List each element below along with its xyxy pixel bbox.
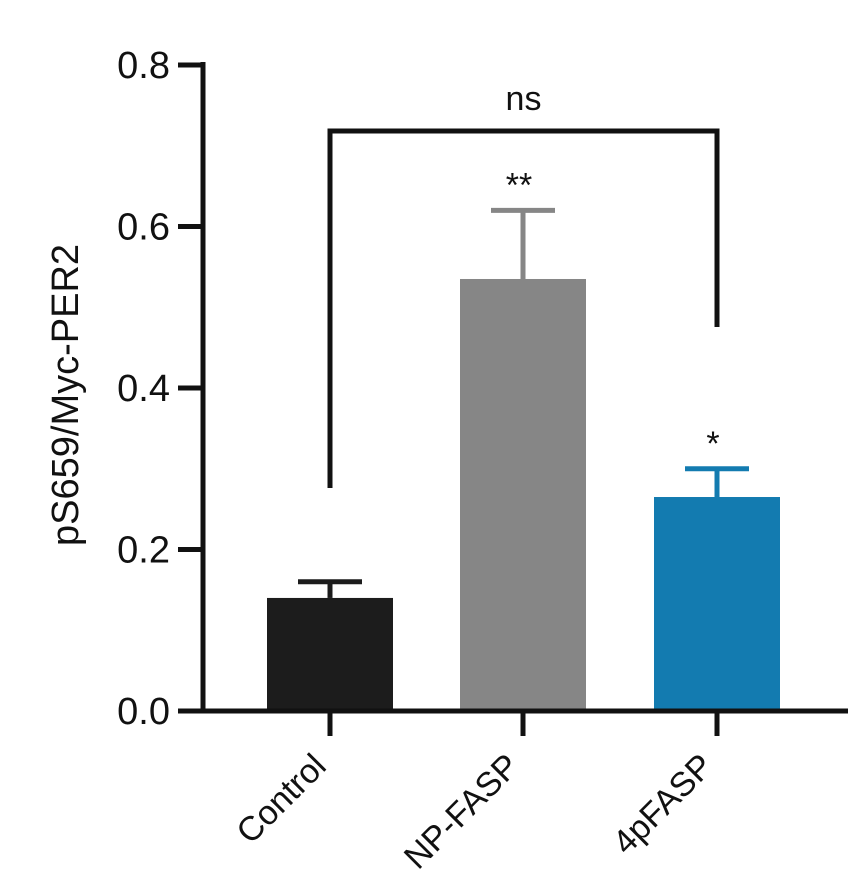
significance-label: * [706,425,719,463]
x-ticks-group: Control NP-FASP 4pFASP [229,711,721,877]
y-ticks-group: 0.0 0.2 0.4 0.6 0.8 [117,45,203,733]
x-tick-label: NP-FASP [397,747,527,877]
bar-4pfasp [654,497,780,711]
y-tick-label: 0.8 [117,45,170,87]
comparison-label: ns [506,80,542,118]
significance-label: ** [506,166,532,204]
x-tick-label: 4pFASP [606,747,721,862]
y-tick-label: 0.6 [117,207,170,249]
bar-np-fasp [460,278,586,711]
y-tick-label: 0.2 [117,530,170,572]
annotations-group: ***ns [327,80,720,488]
bar-control [267,597,393,711]
x-tick-label: Control [229,747,333,851]
bars-group [267,278,780,711]
comparison-bracket [327,128,720,488]
error-bars-group [298,207,749,598]
y-axis-title: pS659/Myc-PER2 [45,244,87,546]
y-tick-label: 0.0 [117,691,170,733]
y-tick-label: 0.4 [117,368,170,410]
